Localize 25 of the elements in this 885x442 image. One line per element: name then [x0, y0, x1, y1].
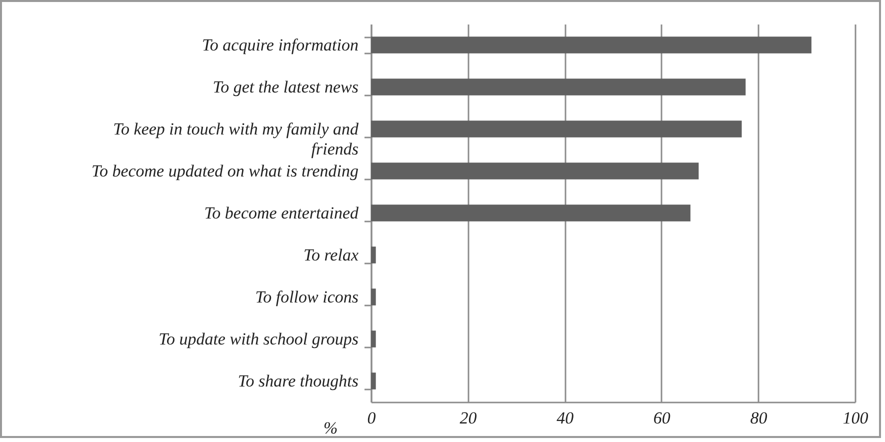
bar: [371, 246, 376, 264]
bar: [371, 372, 376, 390]
y-tick-label: To become entertained: [204, 204, 359, 222]
bar: [371, 204, 690, 222]
bar: [371, 36, 812, 54]
y-tick-label: To update with school groups: [158, 330, 359, 348]
y-tick-label: To share thoughts: [238, 372, 359, 390]
y-tick-label: To become updated on what is trending: [92, 162, 358, 180]
bar: [371, 330, 376, 348]
x-tick-label: 100: [842, 408, 869, 428]
y-tick-label: To get the latest news: [212, 78, 359, 96]
bar: [371, 288, 376, 306]
x-axis-title: %: [324, 418, 338, 438]
y-tick-label: To keep in touch with my family and friends: [113, 120, 359, 158]
x-tick-label: 40: [556, 408, 574, 428]
bar: [371, 78, 746, 96]
x-tick-label: 0: [367, 408, 376, 428]
bar: [371, 120, 742, 138]
x-tick-label: 20: [460, 408, 478, 428]
bar: [371, 162, 699, 180]
y-tick-label: To follow icons: [255, 288, 359, 306]
x-tick-label: 60: [653, 408, 671, 428]
y-tick-label: To acquire information: [202, 36, 358, 54]
y-tick-label: To relax: [304, 246, 359, 264]
x-tick-label: 80: [750, 408, 768, 428]
